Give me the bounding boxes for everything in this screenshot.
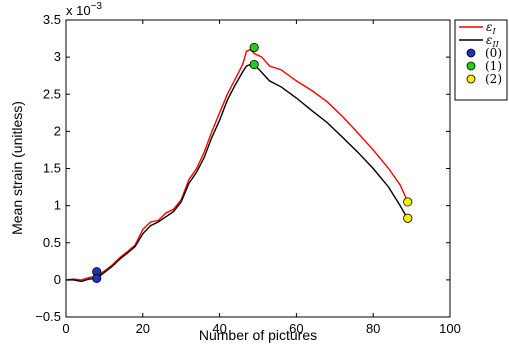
series-line [65,48,409,281]
x-axis-label: Number of pictures [199,327,317,343]
legend-label: (2) [485,72,502,86]
marker-point [403,197,413,207]
y-tick-label: 2.5 [43,86,61,101]
y-tick-label: 0 [54,272,61,287]
y-exponent-label: x 10−3 [66,1,102,18]
legend-box [454,19,508,101]
x-tick-label: 20 [136,321,150,336]
y-axis-label: Mean strain (unitless) [9,101,25,235]
legend-label: (1) [485,59,502,73]
x-tick-label: 40 [212,321,226,336]
marker-point [92,273,102,283]
y-tick-label: 2 [54,123,61,138]
x-tick-label: 0 [62,321,69,336]
series-line [66,63,409,283]
legend-label: εII [486,33,500,49]
legend-marker [466,61,476,71]
y-tick-label: 3 [54,49,61,64]
marker-point [249,42,259,53]
legend-marker [466,48,476,58]
x-tick-label: 60 [289,321,303,336]
marker-point [403,213,413,223]
marker-points [92,42,413,283]
tick-labels: 0 20 40 60 80 100−0.500.511.522.533.5 [35,12,461,336]
x-tick-label: 80 [366,321,380,336]
y-tick-label: 1.5 [43,161,61,176]
y-tick-label: 1 [54,198,61,213]
y-tick-label: 3.5 [43,12,61,27]
plot-area [65,19,451,318]
y-tick-label: −0.5 [35,309,61,324]
legend-label: εI [486,20,496,36]
legend-marker [466,74,476,84]
marker-point [249,59,259,70]
series-lines [65,48,409,283]
legend-label: (0) [485,46,502,60]
x-tick-label: 100 [439,321,461,336]
axis-ticks [65,19,451,318]
y-tick-label: 0.5 [43,235,61,250]
